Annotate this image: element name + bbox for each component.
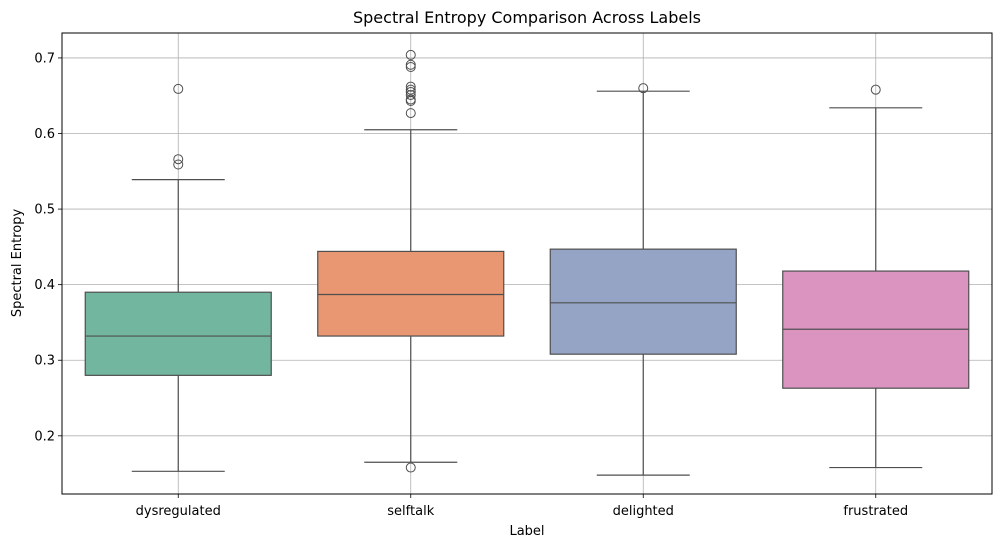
outlier-point — [173, 159, 184, 170]
x-tick-label: dysregulated — [136, 504, 221, 519]
plot-frame — [61, 32, 993, 495]
box-delighted — [549, 248, 737, 355]
outlier-point — [870, 84, 881, 95]
x-tick-layer: dysregulated selftalk delighted frustrated — [136, 494, 908, 519]
outlier-point — [405, 94, 416, 105]
outlier-point — [173, 83, 184, 94]
outlier-point — [405, 59, 416, 70]
box-dysregulated — [84, 291, 272, 376]
y-tick-layer: 0.2 0.3 0.4 0.5 0.6 0.7 — [34, 51, 62, 444]
x-tick-label: frustrated — [843, 504, 908, 519]
box-layer — [84, 49, 970, 476]
outlier-point — [405, 81, 416, 92]
outlier-point — [405, 62, 416, 73]
y-tick-label: 0.5 — [34, 203, 55, 218]
y-tick-label: 0.3 — [34, 354, 55, 369]
outlier-point — [405, 49, 416, 60]
y-tick-label: 0.6 — [34, 127, 55, 142]
y-axis-label: Spectral Entropy — [10, 209, 25, 318]
outlier-point — [638, 83, 649, 94]
y-tick-label: 0.4 — [34, 278, 55, 293]
outlier-point — [405, 108, 416, 119]
outlier-point — [405, 462, 416, 473]
chart-title: Spectral Entropy Comparison Across Label… — [353, 8, 701, 27]
outlier-point — [405, 84, 416, 95]
x-tick-label: selftalk — [387, 504, 434, 519]
y-tick-label: 0.7 — [34, 51, 55, 66]
box-selftalk — [317, 250, 505, 337]
grid-layer — [62, 33, 992, 494]
y-tick-label: 0.2 — [34, 429, 55, 444]
outlier-point — [405, 86, 416, 97]
outlier-point — [405, 89, 416, 100]
x-tick-label: delighted — [613, 504, 674, 519]
outlier-point — [173, 154, 184, 165]
x-axis-label: Label — [509, 524, 544, 539]
